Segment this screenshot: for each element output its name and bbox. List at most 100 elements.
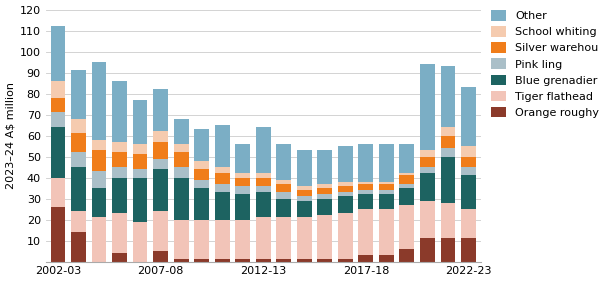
Bar <box>379 184 394 190</box>
Bar <box>71 70 86 119</box>
Bar <box>338 182 353 186</box>
Bar <box>461 209 476 239</box>
Bar <box>399 175 414 184</box>
Bar <box>256 178 270 186</box>
Bar <box>51 26 65 81</box>
Bar <box>92 62 106 140</box>
Bar <box>153 251 168 262</box>
Bar <box>276 144 291 180</box>
Bar <box>174 178 189 220</box>
Bar <box>297 197 312 201</box>
Bar <box>358 209 373 255</box>
Bar <box>338 186 353 192</box>
Bar <box>318 188 332 194</box>
Bar <box>420 167 435 173</box>
Bar <box>92 217 106 262</box>
Bar <box>153 169 168 211</box>
Bar <box>358 194 373 209</box>
Bar <box>153 89 168 131</box>
Bar <box>51 81 65 98</box>
Bar <box>358 190 373 194</box>
Bar <box>71 211 86 232</box>
Bar <box>112 178 127 213</box>
Bar <box>440 136 456 148</box>
Bar <box>215 192 229 220</box>
Bar <box>132 100 148 144</box>
Bar <box>461 157 476 167</box>
Bar <box>399 249 414 262</box>
Bar <box>194 169 209 180</box>
Bar <box>132 144 148 155</box>
Bar <box>276 180 291 184</box>
Bar <box>132 178 148 222</box>
Bar <box>153 159 168 169</box>
Bar <box>399 188 414 205</box>
Bar <box>174 144 189 152</box>
Bar <box>379 144 394 182</box>
Bar <box>215 184 229 192</box>
Bar <box>399 144 414 173</box>
Bar <box>92 171 106 188</box>
Bar <box>297 201 312 217</box>
Bar <box>358 255 373 262</box>
Bar <box>112 152 127 167</box>
Bar <box>276 184 291 192</box>
Bar <box>461 239 476 262</box>
Bar <box>297 150 312 186</box>
Bar <box>174 220 189 259</box>
Bar <box>235 144 250 173</box>
Bar <box>358 182 373 184</box>
Bar <box>256 186 270 192</box>
Bar <box>215 173 229 184</box>
Bar <box>358 144 373 182</box>
Bar <box>276 259 291 262</box>
Bar <box>92 150 106 171</box>
Bar <box>318 150 332 184</box>
Bar <box>71 133 86 152</box>
Bar <box>297 217 312 259</box>
Bar <box>71 119 86 133</box>
Bar <box>420 201 435 239</box>
Bar <box>461 175 476 209</box>
Bar <box>174 167 189 178</box>
Bar <box>420 64 435 150</box>
Bar <box>51 178 65 207</box>
Bar <box>461 146 476 157</box>
Bar <box>235 178 250 186</box>
Bar <box>174 259 189 262</box>
Bar <box>112 253 127 262</box>
Bar <box>235 173 250 178</box>
Bar <box>318 259 332 262</box>
Bar <box>71 152 86 167</box>
Bar <box>256 127 270 173</box>
Bar <box>379 182 394 184</box>
Bar <box>194 259 209 262</box>
Bar <box>215 259 229 262</box>
Bar <box>71 232 86 262</box>
Y-axis label: 2023–24 A$ million: 2023–24 A$ million <box>5 82 16 189</box>
Bar <box>276 199 291 217</box>
Bar <box>194 180 209 188</box>
Bar <box>51 113 65 127</box>
Bar <box>235 194 250 220</box>
Bar <box>338 259 353 262</box>
Bar <box>112 213 127 253</box>
Bar <box>297 259 312 262</box>
Bar <box>132 222 148 262</box>
Bar <box>318 194 332 199</box>
Bar <box>71 167 86 211</box>
Bar <box>318 215 332 259</box>
Bar <box>256 192 270 217</box>
Bar <box>153 142 168 159</box>
Bar <box>379 190 394 194</box>
Bar <box>338 146 353 182</box>
Bar <box>132 169 148 178</box>
Bar <box>153 211 168 251</box>
Bar <box>132 155 148 169</box>
Bar <box>297 186 312 190</box>
Legend: Other, School whiting, Silver warehou, Pink ling, Blue grenadier, Tiger flathead: Other, School whiting, Silver warehou, P… <box>491 10 599 118</box>
Bar <box>51 207 65 262</box>
Bar <box>338 213 353 259</box>
Bar <box>215 220 229 259</box>
Bar <box>194 129 209 161</box>
